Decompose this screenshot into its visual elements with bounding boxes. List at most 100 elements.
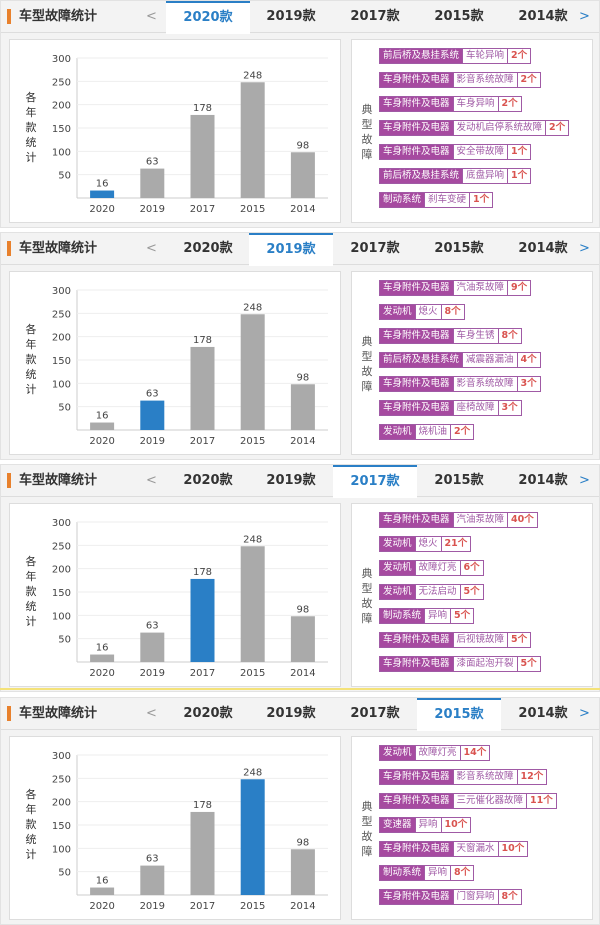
tab-2015[interactable]: 2015款 xyxy=(434,473,484,488)
fault-tag[interactable]: 车身附件及电器 安全带故障 1个 xyxy=(379,144,569,160)
fault-panel: 车型故障统计 <2020款 2019款 2017款 2015款 2014款 > 各年款统计 50… xyxy=(0,464,600,692)
prev-arrow[interactable]: < xyxy=(146,706,157,721)
fault-category: 车身附件及电器 xyxy=(379,120,454,136)
fault-tag[interactable]: 前后桥及悬挂系统 底盘异响 1个 xyxy=(379,168,569,184)
y-tick-label: 100 xyxy=(52,611,71,622)
fault-description: 门窗异响 xyxy=(453,889,499,905)
tab-2017[interactable]: 2017款 xyxy=(350,9,400,24)
bar-value-label: 98 xyxy=(297,837,310,848)
tab-2019[interactable]: 2019款 xyxy=(249,233,333,266)
tab-2015[interactable]: 2015款 xyxy=(434,241,484,256)
tab-2017[interactable]: 2017款 xyxy=(333,465,417,498)
bar-2020 xyxy=(90,887,115,895)
fault-tag[interactable]: 车身附件及电器 影音系统故障 12个 xyxy=(379,769,557,785)
tab-2020[interactable]: 2020款 xyxy=(183,706,233,721)
bar-value-label: 248 xyxy=(243,767,262,778)
fault-tag[interactable]: 发动机 熄火 21个 xyxy=(379,536,541,552)
fault-tag[interactable]: 发动机 故障灯亮 6个 xyxy=(379,560,541,576)
tab-2019[interactable]: 2019款 xyxy=(266,9,316,24)
fault-tag[interactable]: 前后桥及悬挂系统 减震器漏油 4个 xyxy=(379,352,541,368)
fault-count: 4个 xyxy=(517,352,541,368)
fault-tag[interactable]: 发动机 故障灯亮 14个 xyxy=(379,745,557,761)
prev-arrow[interactable]: < xyxy=(146,241,157,256)
fault-tag[interactable]: 车身附件及电器 门窗异响 8个 xyxy=(379,889,557,905)
x-tick-label: 2017 xyxy=(190,668,215,679)
fault-category: 车身附件及电器 xyxy=(379,793,454,809)
fault-category: 变速器 xyxy=(379,817,416,833)
fault-tag[interactable]: 车身附件及电器 汽油泵故障 9个 xyxy=(379,280,541,296)
tab-2017[interactable]: 2017款 xyxy=(350,241,400,256)
fault-tag[interactable]: 车身附件及电器 发动机启停系统故障 2个 xyxy=(379,120,570,136)
fault-tag[interactable]: 车身附件及电器 车身生锈 8个 xyxy=(379,328,541,344)
fault-count: 1个 xyxy=(470,192,494,208)
panel-title: 车型故障统计 xyxy=(7,241,97,256)
fault-tag[interactable]: 车身附件及电器 影音系统故障 2个 xyxy=(379,72,569,88)
fault-tag[interactable]: 车身附件及电器 天窗漏水 10个 xyxy=(379,841,557,857)
fault-description: 无法启动 xyxy=(415,584,461,600)
tab-2017[interactable]: 2017款 xyxy=(350,706,400,721)
fault-tag[interactable]: 车身附件及电器 汽油泵故障 40个 xyxy=(379,512,541,528)
fault-category: 车身附件及电器 xyxy=(379,280,454,296)
bar-2017 xyxy=(190,811,215,895)
fault-count: 1个 xyxy=(508,144,532,160)
panel-title: 车型故障统计 xyxy=(7,473,97,488)
bar-2019 xyxy=(140,400,165,430)
y-tick-label: 50 xyxy=(58,171,71,182)
tab-2015[interactable]: 2015款 xyxy=(434,9,484,24)
y-tick-label: 200 xyxy=(52,101,71,112)
x-tick-label: 2020 xyxy=(89,204,114,215)
y-axis-label: 各年款统计 xyxy=(25,555,37,628)
fault-tag[interactable]: 车身附件及电器 三元催化器故障 11个 xyxy=(379,793,557,809)
fault-category: 车身附件及电器 xyxy=(379,96,454,112)
next-arrow[interactable]: > xyxy=(579,706,590,721)
bar-value-label: 63 xyxy=(146,854,159,865)
fault-tag[interactable]: 制动系统 异响 8个 xyxy=(379,865,557,881)
x-tick-label: 2015 xyxy=(240,901,265,912)
tab-2014[interactable]: 2014款 xyxy=(518,473,568,488)
fault-panel: 车型故障统计 <2020款 2019款 2017款 2015款 2014款 > 各年款统计 50… xyxy=(0,697,600,925)
panel-title: 车型故障统计 xyxy=(7,706,97,721)
x-tick-label: 2014 xyxy=(290,901,315,912)
tab-2015[interactable]: 2015款 xyxy=(417,698,501,731)
y-tick-label: 100 xyxy=(52,379,71,390)
fault-tag[interactable]: 车身附件及电器 影音系统故障 3个 xyxy=(379,376,541,392)
tab-2020[interactable]: 2020款 xyxy=(183,241,233,256)
x-tick-label: 2017 xyxy=(190,204,215,215)
tab-2019[interactable]: 2019款 xyxy=(266,706,316,721)
fault-tag[interactable]: 发动机 熄火 8个 xyxy=(379,304,541,320)
fault-count: 5个 xyxy=(508,632,532,648)
fault-tag[interactable]: 发动机 无法启动 5个 xyxy=(379,584,541,600)
y-tick-label: 150 xyxy=(52,124,71,135)
fault-tag[interactable]: 车身附件及电器 后视镜故障 5个 xyxy=(379,632,541,648)
fault-tag[interactable]: 变速器 异响 10个 xyxy=(379,817,557,833)
next-arrow[interactable]: > xyxy=(579,9,590,24)
next-arrow[interactable]: > xyxy=(579,473,590,488)
tab-2014[interactable]: 2014款 xyxy=(518,9,568,24)
fault-tag[interactable]: 发动机 烧机油 2个 xyxy=(379,424,541,440)
fault-tag[interactable]: 车身附件及电器 漆面起泡开裂 5个 xyxy=(379,656,541,672)
bar-value-label: 248 xyxy=(243,302,262,313)
faults-box: 典型故障 车身附件及电器 汽油泵故障 9个 发动机 熄火 8个 车身附件及电器 车身生锈 8个 前后… xyxy=(351,271,593,455)
tab-2014[interactable]: 2014款 xyxy=(518,241,568,256)
fault-tag[interactable]: 车身附件及电器 座椅故障 3个 xyxy=(379,400,541,416)
fault-tag[interactable]: 车身附件及电器 车身异响 2个 xyxy=(379,96,569,112)
fault-category: 车身附件及电器 xyxy=(379,144,454,160)
tab-2020[interactable]: 2020款 xyxy=(183,473,233,488)
tab-2020[interactable]: 2020款 xyxy=(166,1,250,34)
fault-tag[interactable]: 制动系统 异响 5个 xyxy=(379,608,541,624)
tab-2019[interactable]: 2019款 xyxy=(266,473,316,488)
fault-count: 5个 xyxy=(517,656,541,672)
fault-tag[interactable]: 制动系统 刹车变硬 1个 xyxy=(379,192,569,208)
prev-arrow[interactable]: < xyxy=(146,473,157,488)
bar-2014 xyxy=(290,384,315,430)
tab-2014[interactable]: 2014款 xyxy=(518,706,568,721)
bar-value-label: 178 xyxy=(193,103,212,114)
x-tick-label: 2014 xyxy=(290,436,315,447)
fault-tag[interactable]: 前后桥及悬挂系统 车轮异响 2个 xyxy=(379,48,569,64)
fault-category: 车身附件及电器 xyxy=(379,376,454,392)
fault-category: 车身附件及电器 xyxy=(379,632,454,648)
fault-description: 汽油泵故障 xyxy=(453,280,509,296)
y-tick-label: 200 xyxy=(52,333,71,344)
next-arrow[interactable]: > xyxy=(579,241,590,256)
prev-arrow[interactable]: < xyxy=(146,9,157,24)
